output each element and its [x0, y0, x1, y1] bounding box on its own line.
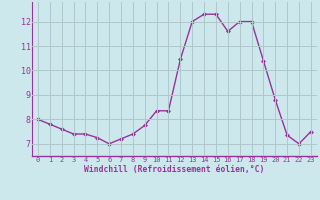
X-axis label: Windchill (Refroidissement éolien,°C): Windchill (Refroidissement éolien,°C) [84, 165, 265, 174]
